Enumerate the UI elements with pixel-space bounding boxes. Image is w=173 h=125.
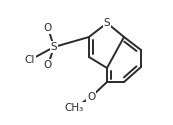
Text: S: S bbox=[51, 42, 57, 52]
Text: O: O bbox=[44, 23, 52, 33]
Text: S: S bbox=[104, 18, 110, 28]
Text: O: O bbox=[87, 92, 95, 102]
Text: Cl: Cl bbox=[25, 55, 35, 65]
Text: CH₃: CH₃ bbox=[64, 103, 84, 113]
Text: O: O bbox=[44, 60, 52, 70]
